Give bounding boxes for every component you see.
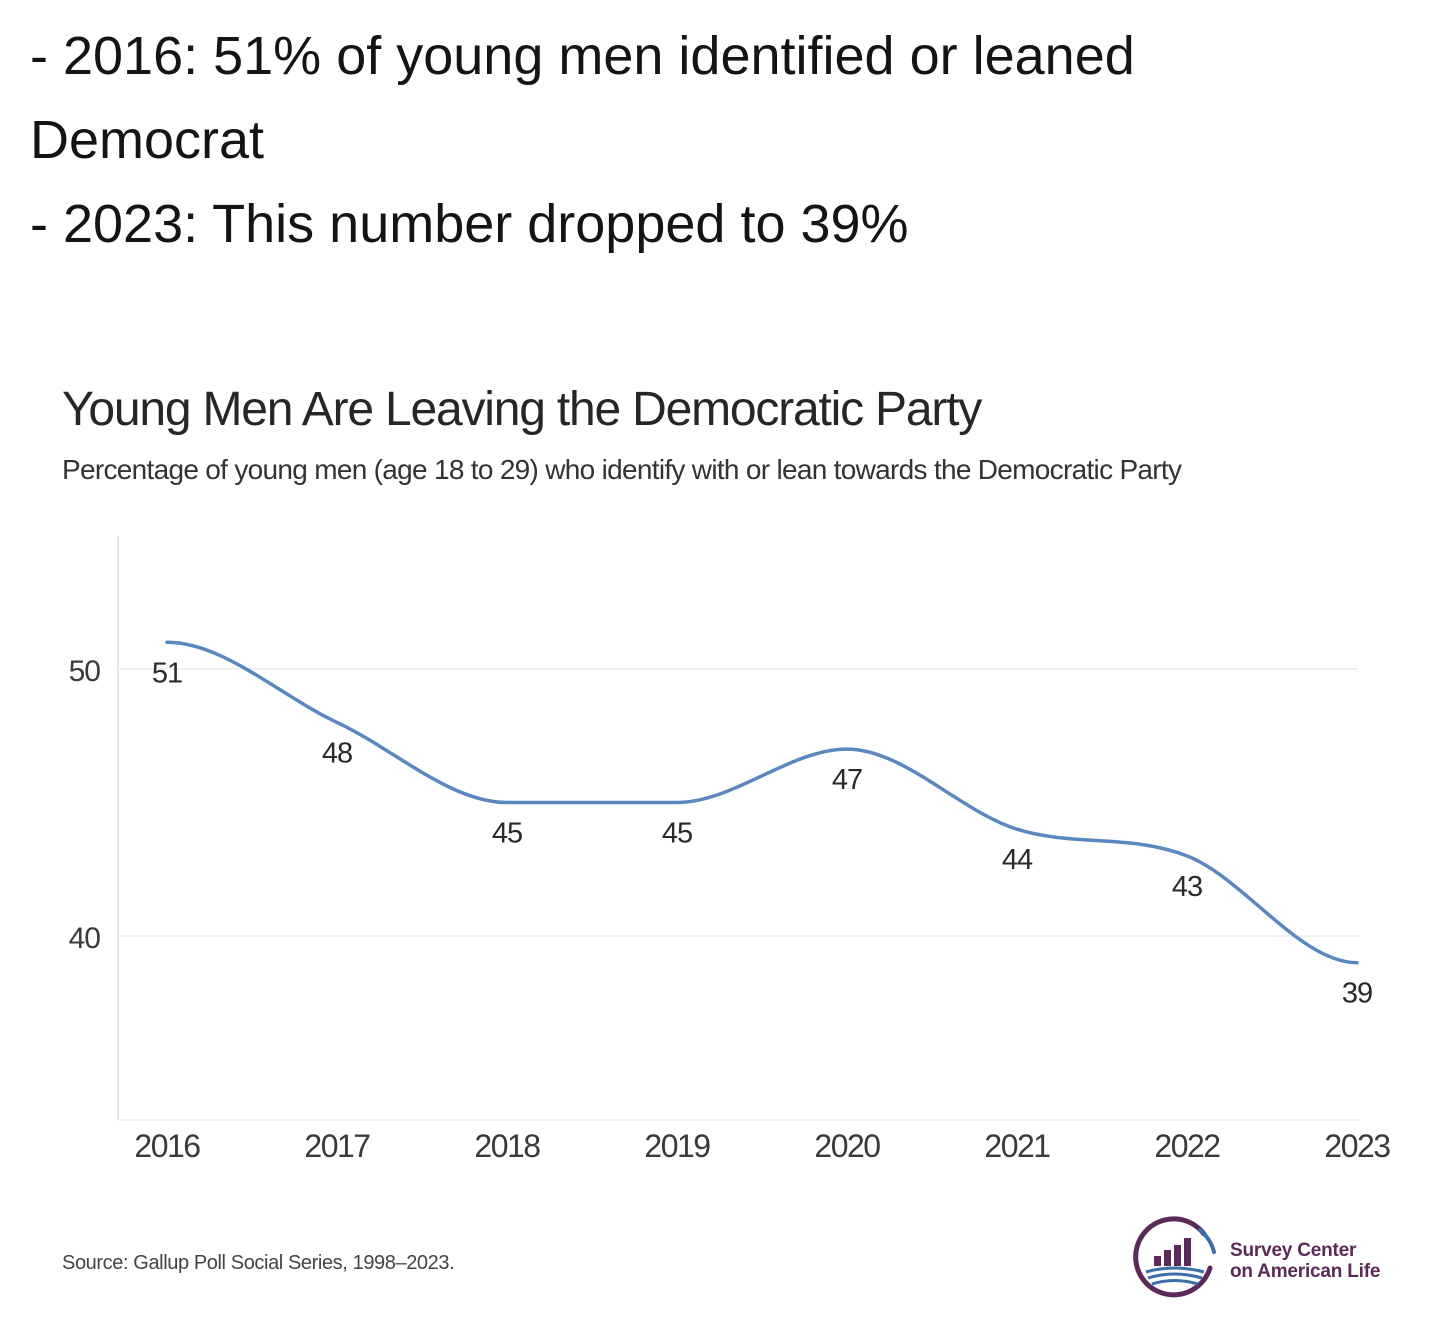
x-tick-label-2022: 2022	[1154, 1128, 1220, 1164]
x-tick-label-2020: 2020	[814, 1128, 880, 1164]
data-label-2022: 43	[1172, 871, 1202, 903]
post-line-2016: - 2016: 51% of young men identified or l…	[30, 26, 1135, 86]
source-note: Source: Gallup Poll Social Series, 1998–…	[62, 1252, 455, 1274]
post-text: - 2016: 51% of young men identified or l…	[30, 14, 1410, 266]
survey-center-logo: Survey Center on American Life	[1126, 1212, 1416, 1308]
chart-title: Young Men Are Leaving the Democratic Par…	[62, 383, 982, 436]
data-label-2018: 45	[492, 818, 522, 850]
data-label-2023: 39	[1342, 978, 1372, 1010]
x-tick-label-2023: 2023	[1324, 1128, 1390, 1164]
data-label-2021: 44	[1002, 844, 1033, 876]
x-tick-label-2019: 2019	[644, 1128, 710, 1164]
chart-subtitle: Percentage of young men (age 18 to 29) w…	[62, 454, 1182, 485]
data-label-2017: 48	[322, 737, 352, 769]
x-tick-label-2018: 2018	[474, 1128, 540, 1164]
logo-text-line2: on American Life	[1230, 1261, 1381, 1282]
data-label-2020: 47	[832, 764, 862, 796]
data-label-2019: 45	[662, 818, 692, 850]
post-line-democrat: Democrat	[30, 110, 265, 170]
x-tick-label-2016: 2016	[134, 1128, 200, 1164]
y-tick-label-40: 40	[69, 922, 101, 955]
series-line-0	[165, 640, 1359, 965]
x-tick-label-2021: 2021	[984, 1128, 1050, 1164]
y-tick-label-50: 50	[69, 655, 101, 688]
logo-text-line1: Survey Center	[1230, 1240, 1357, 1261]
data-label-2016: 51	[152, 657, 182, 689]
post-line-2023: - 2023: This number dropped to 39%	[30, 194, 909, 254]
x-tick-label-2017: 2017	[304, 1128, 370, 1164]
survey-center-logo-icon	[1133, 1216, 1216, 1298]
